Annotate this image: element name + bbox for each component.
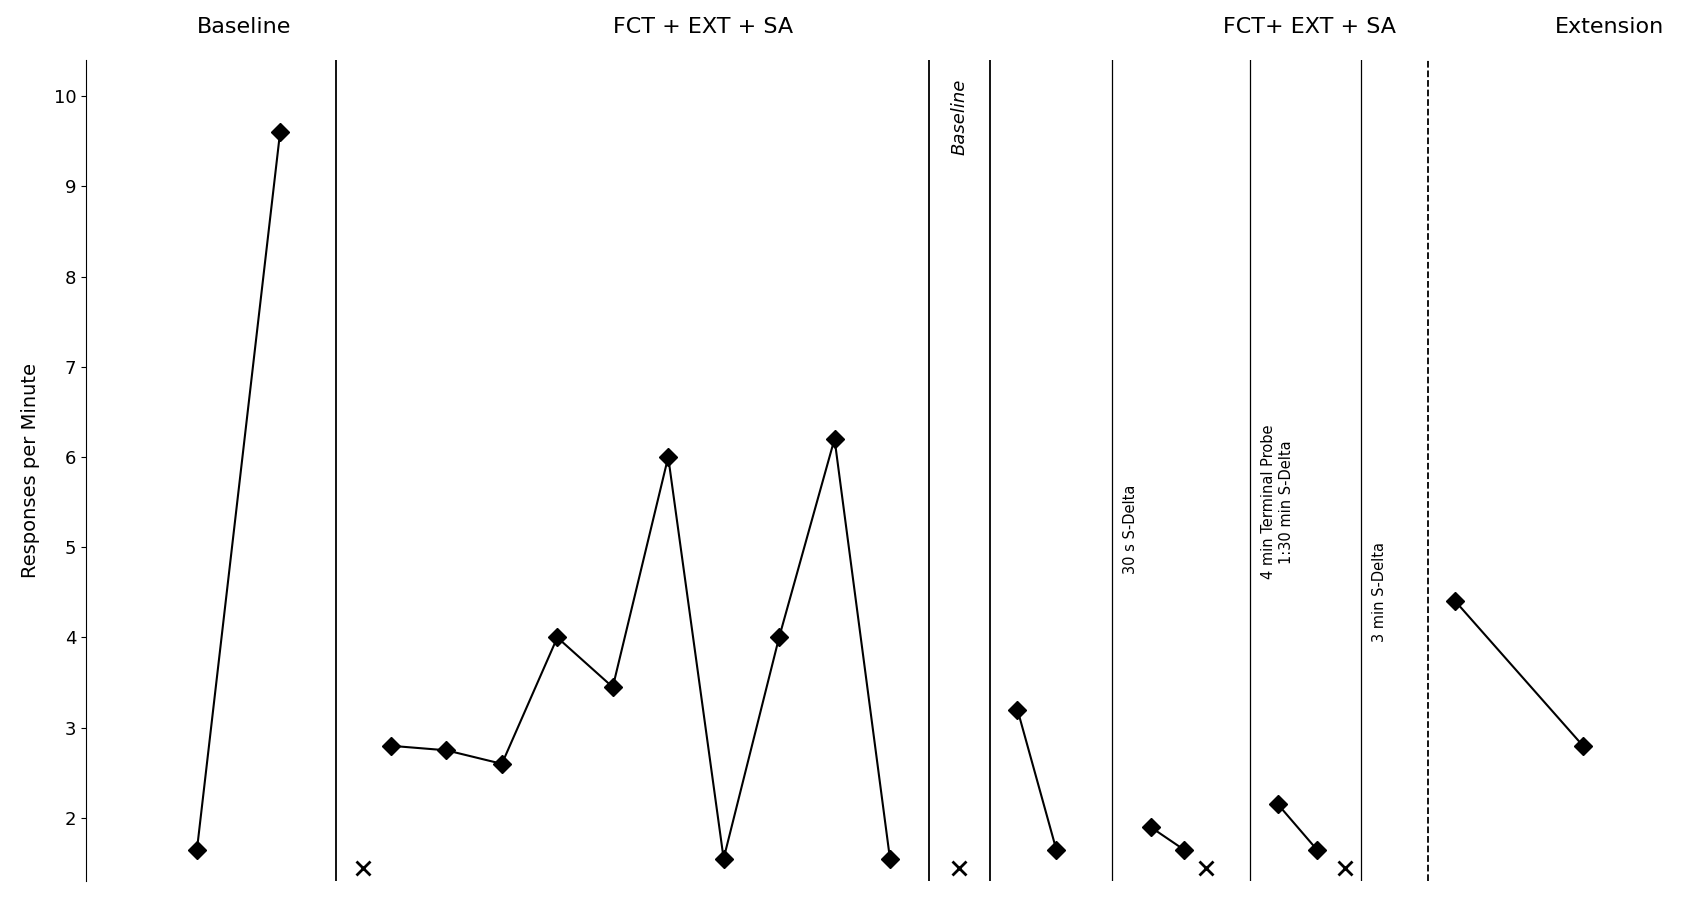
Text: Extension: Extension (1555, 17, 1664, 37)
Text: 3 min S-Delta: 3 min S-Delta (1372, 542, 1387, 642)
Y-axis label: Responses per Minute: Responses per Minute (20, 363, 39, 578)
Text: 30 s S-Delta: 30 s S-Delta (1122, 484, 1138, 574)
Text: FCT + EXT + SA: FCT + EXT + SA (613, 17, 793, 37)
Text: FCT+ EXT + SA: FCT+ EXT + SA (1223, 17, 1396, 37)
Text: Baseline: Baseline (197, 17, 292, 37)
Text: 4 min Terminal Probe
1:30 min S-Delta: 4 min Terminal Probe 1:30 min S-Delta (1262, 425, 1294, 579)
Text: Baseline: Baseline (951, 78, 968, 155)
